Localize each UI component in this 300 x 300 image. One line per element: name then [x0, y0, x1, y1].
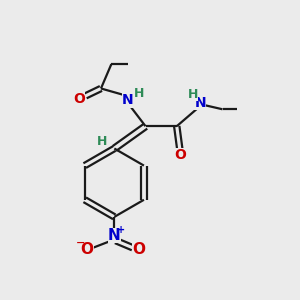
Text: O: O: [132, 242, 145, 257]
Text: H: H: [97, 135, 107, 148]
Text: H: H: [188, 88, 198, 101]
Text: O: O: [174, 148, 186, 162]
Text: H: H: [134, 87, 144, 100]
Text: N: N: [108, 228, 121, 243]
Text: N: N: [122, 93, 134, 107]
Text: O: O: [80, 242, 94, 257]
Text: N: N: [194, 96, 206, 110]
Text: O: O: [73, 92, 85, 106]
Text: −: −: [76, 237, 85, 248]
Text: +: +: [117, 225, 125, 235]
